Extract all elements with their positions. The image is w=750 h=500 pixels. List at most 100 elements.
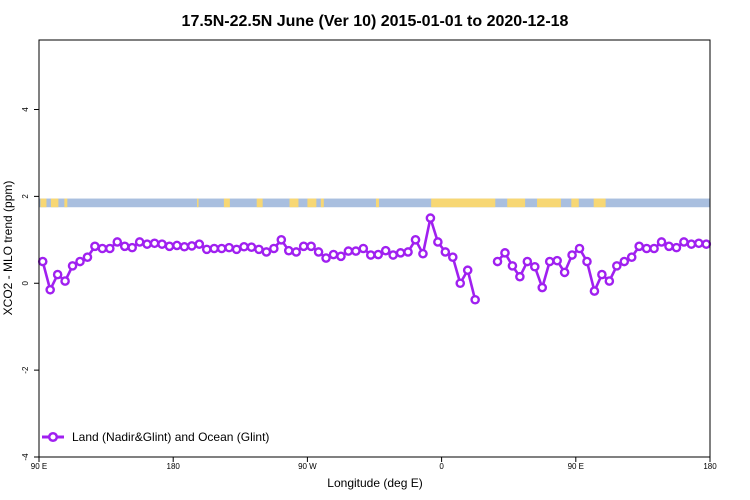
data-point (425, 213, 436, 223)
data-point (67, 261, 78, 271)
data-point (90, 241, 100, 252)
legend-marker (47, 431, 59, 443)
data-point (686, 239, 697, 249)
land-segment-4 (223, 198, 230, 208)
data-point (612, 261, 622, 271)
data-point (313, 247, 324, 257)
data-point (157, 239, 167, 249)
data-point (373, 249, 384, 260)
series-line (41, 216, 477, 301)
data-point (127, 242, 137, 253)
data-point (336, 251, 346, 262)
land-segment-0 (40, 198, 47, 208)
data-point (358, 243, 369, 254)
data-point (537, 282, 548, 293)
land-segment-7 (307, 198, 317, 208)
data-point (269, 243, 279, 254)
data-point (283, 245, 294, 256)
land-segment-14 (593, 198, 606, 208)
data-point (522, 256, 533, 267)
land-segment-8 (320, 198, 324, 208)
data-point (60, 276, 70, 286)
plot-frame (38, 39, 711, 458)
land-segment-13 (571, 198, 579, 208)
y-tick-label: 2 (21, 194, 30, 199)
data-point (37, 256, 48, 267)
data-point (515, 271, 525, 282)
data-point (455, 278, 466, 289)
data-point (380, 245, 391, 256)
data-point (574, 243, 585, 254)
data-point (179, 241, 190, 252)
data-point (298, 241, 309, 252)
series-layer (37, 213, 712, 305)
x-axis: 90 E 180 90 W 0 90 E 180 (31, 457, 717, 471)
data-point (276, 235, 287, 245)
data-point (462, 265, 473, 276)
data-point (216, 243, 227, 254)
data-point (119, 241, 130, 252)
data-point (112, 237, 123, 247)
data-point (403, 247, 413, 257)
data-point (529, 261, 540, 272)
data-point (75, 256, 85, 267)
x-tick-label: 90 W (298, 462, 317, 471)
land-segment-3 (197, 198, 199, 208)
land-segment-5 (256, 198, 263, 208)
data-point (291, 247, 302, 257)
data-point (246, 242, 257, 252)
data-point (306, 241, 316, 252)
data-point (492, 256, 503, 267)
y-tick-label: -2 (21, 366, 30, 374)
x-tick-label: 0 (439, 462, 444, 471)
y-tick-label: -4 (21, 453, 30, 461)
data-point (365, 250, 376, 260)
data-point (172, 240, 182, 251)
data-point (351, 246, 361, 256)
data-point (321, 253, 331, 263)
data-point (440, 247, 451, 257)
land-segment-1 (50, 198, 59, 208)
legend-label: Land (Nadir&Glint) and Ocean (Glint) (72, 430, 269, 444)
data-point (388, 250, 398, 260)
land-segment-2 (64, 198, 68, 208)
ocean-band (39, 198, 710, 208)
data-point (418, 248, 428, 259)
data-point (589, 286, 600, 296)
land-segment-6 (289, 198, 299, 208)
data-point (224, 242, 234, 253)
data-point (641, 243, 652, 254)
data-point (209, 243, 220, 254)
x-tick-label: 90 E (568, 462, 584, 471)
chart-title: 17.5N-22.5N June (Ver 10) 2015-01-01 to … (182, 13, 569, 30)
data-point (470, 294, 480, 305)
data-point (395, 248, 406, 258)
data-point (500, 248, 510, 258)
data-point (626, 252, 637, 262)
data-point (149, 238, 160, 249)
data-point (45, 284, 55, 295)
data-point (694, 238, 704, 249)
data-point (328, 249, 339, 260)
data-point (343, 246, 354, 256)
data-point (507, 261, 518, 271)
x-tick-label: 180 (703, 462, 717, 471)
data-point (105, 243, 115, 254)
data-point (544, 256, 555, 267)
data-point (194, 239, 205, 249)
data-point (619, 256, 630, 267)
data-point (97, 243, 108, 254)
x-tick-label: 180 (167, 462, 181, 471)
data-point (582, 256, 592, 267)
data-point (231, 244, 242, 255)
data-point (82, 252, 93, 262)
data-point (261, 247, 272, 257)
data-point (254, 244, 264, 255)
data-point (142, 239, 152, 249)
data-point (52, 269, 63, 280)
x-tick-label: 90 E (31, 462, 47, 471)
data-point (433, 237, 443, 247)
x-axis-label: Longitude (deg E) (327, 476, 422, 490)
data-point (187, 241, 197, 251)
y-axis-label: XCO2 - MLO trend (ppm) (1, 181, 15, 316)
